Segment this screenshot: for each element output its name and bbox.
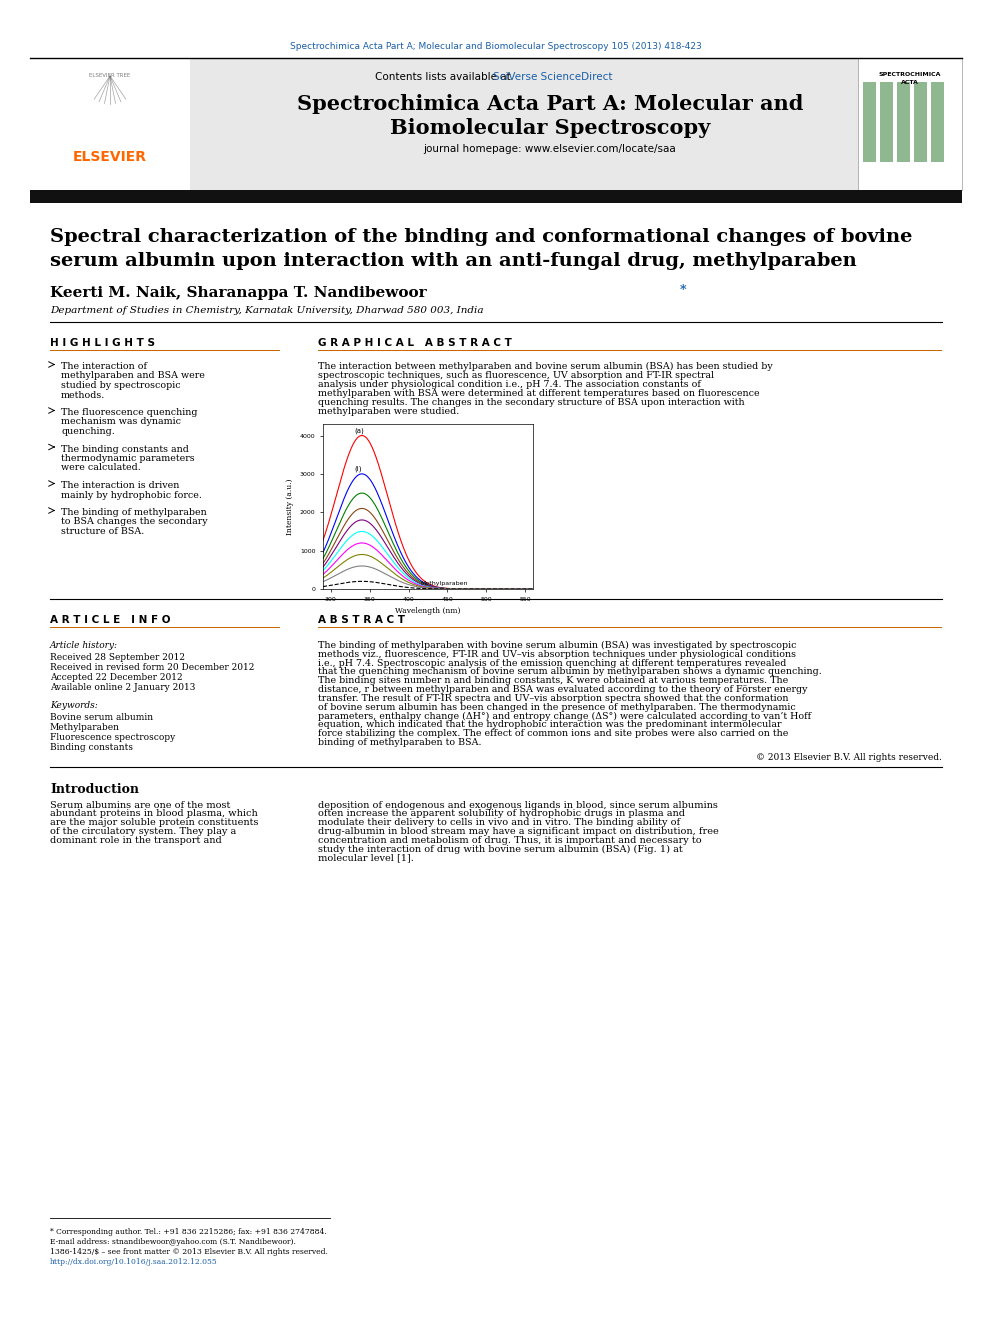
Text: Spectrochimica Acta Part A: Molecular and: Spectrochimica Acta Part A: Molecular an…	[297, 94, 804, 114]
Text: 1386-1425/$ – see front matter © 2013 Elsevier B.V. All rights reserved.: 1386-1425/$ – see front matter © 2013 El…	[50, 1248, 328, 1256]
Text: concentration and metabolism of drug. Thus, it is important and necessary to: concentration and metabolism of drug. Th…	[318, 836, 701, 845]
Text: force stabilizing the complex. The effect of common ions and site probes were al: force stabilizing the complex. The effec…	[318, 729, 789, 738]
Bar	[914, 82, 927, 161]
Text: often increase the apparent solubility of hydrophobic drugs in plasma and: often increase the apparent solubility o…	[318, 810, 685, 819]
Text: studied by spectroscopic: studied by spectroscopic	[61, 381, 181, 390]
Text: The binding of methylparaben: The binding of methylparaben	[61, 508, 206, 517]
Text: © 2013 Elsevier B.V. All rights reserved.: © 2013 Elsevier B.V. All rights reserved…	[756, 753, 942, 762]
Text: The interaction is driven: The interaction is driven	[61, 482, 180, 490]
Text: The binding of methylparaben with bovine serum albumin (BSA) was investigated by: The binding of methylparaben with bovine…	[318, 642, 797, 650]
Bar	[30, 58, 190, 191]
Text: analysis under physiological condition i.e., pH 7.4. The association constants o: analysis under physiological condition i…	[318, 380, 701, 389]
Text: serum albumin upon interaction with an anti-fungal drug, methylparaben: serum albumin upon interaction with an a…	[50, 251, 857, 270]
Text: Keywords:: Keywords:	[50, 701, 98, 710]
Text: distance, r between methylparaben and BSA was evaluated according to the theory : distance, r between methylparaben and BS…	[318, 685, 807, 695]
Text: The binding sites number n and binding constants, K were obtained at various tem: The binding sites number n and binding c…	[318, 676, 789, 685]
Text: methylparaben and BSA were: methylparaben and BSA were	[61, 372, 205, 381]
Text: deposition of endogenous and exogenous ligands in blood, since serum albumins: deposition of endogenous and exogenous l…	[318, 800, 718, 810]
Text: H I G H L I G H T S: H I G H L I G H T S	[50, 337, 155, 348]
Text: methods.: methods.	[61, 390, 105, 400]
Text: (a): (a)	[354, 427, 364, 434]
Text: abundant proteins in blood plasma, which: abundant proteins in blood plasma, which	[50, 810, 258, 819]
Bar	[880, 82, 893, 161]
Text: http://dx.doi.org/10.1016/j.saa.2012.12.055: http://dx.doi.org/10.1016/j.saa.2012.12.…	[50, 1258, 218, 1266]
Text: dominant role in the transport and: dominant role in the transport and	[50, 836, 222, 845]
Text: of the circulatory system. They play a: of the circulatory system. They play a	[50, 827, 236, 836]
Text: i.e., pH 7.4. Spectroscopic analysis of the emission quenching at different temp: i.e., pH 7.4. Spectroscopic analysis of …	[318, 659, 787, 668]
Bar	[318, 349, 942, 351]
Text: Methylparaben: Methylparaben	[50, 722, 120, 732]
Text: methylparaben with BSA were determined at different temperatures based on fluore: methylparaben with BSA were determined a…	[318, 389, 760, 398]
Text: Accepted 22 December 2012: Accepted 22 December 2012	[50, 673, 183, 681]
Text: quenching.: quenching.	[61, 427, 115, 437]
Text: Department of Studies in Chemistry, Karnatak University, Dharwad 580 003, India: Department of Studies in Chemistry, Karn…	[50, 306, 483, 315]
Text: G R A P H I C A L   A B S T R A C T: G R A P H I C A L A B S T R A C T	[318, 337, 512, 348]
Text: mainly by hydrophobic force.: mainly by hydrophobic force.	[61, 491, 202, 500]
Text: The interaction of: The interaction of	[61, 363, 147, 370]
Text: parameters, enthalpy change (ΔH°) and entropy change (ΔS°) were calculated accor: parameters, enthalpy change (ΔH°) and en…	[318, 712, 811, 721]
Text: Methylparaben: Methylparaben	[421, 581, 467, 586]
Text: mechanism was dynamic: mechanism was dynamic	[61, 418, 181, 426]
Bar	[863, 82, 876, 161]
Text: journal homepage: www.elsevier.com/locate/saa: journal homepage: www.elsevier.com/locat…	[424, 144, 677, 153]
Text: methylparaben were studied.: methylparaben were studied.	[318, 407, 459, 415]
Text: to BSA changes the secondary: to BSA changes the secondary	[61, 517, 207, 527]
Bar	[50, 349, 280, 351]
Text: Keerti M. Naik, Sharanappa T. Nandibewoor: Keerti M. Naik, Sharanappa T. Nandibewoo…	[50, 286, 427, 300]
Bar	[50, 627, 280, 628]
Text: were calculated.: were calculated.	[61, 463, 141, 472]
Text: thermodynamic parameters: thermodynamic parameters	[61, 454, 194, 463]
Text: spectroscopic techniques, such as fluorescence, UV absorption and FT-IR spectral: spectroscopic techniques, such as fluore…	[318, 370, 714, 380]
Text: ELSEVIER: ELSEVIER	[73, 149, 147, 164]
Text: Serum albumins are one of the most: Serum albumins are one of the most	[50, 800, 230, 810]
Bar	[897, 82, 910, 161]
Text: Received 28 September 2012: Received 28 September 2012	[50, 654, 185, 662]
Text: modulate their delivery to cells in vivo and in vitro. The binding ability of: modulate their delivery to cells in vivo…	[318, 818, 681, 827]
Text: A B S T R A C T: A B S T R A C T	[318, 615, 405, 624]
Text: of bovine serum albumin has been changed in the presence of methylparaben. The t: of bovine serum albumin has been changed…	[318, 703, 796, 712]
Text: that the quenching mechanism of bovine serum albumin by methylparaben shows a dy: that the quenching mechanism of bovine s…	[318, 667, 821, 676]
Text: Fluorescence spectroscopy: Fluorescence spectroscopy	[50, 733, 176, 742]
Y-axis label: Intensity (a.u.): Intensity (a.u.)	[286, 478, 295, 534]
Text: *: *	[680, 284, 686, 296]
Text: study the interaction of drug with bovine serum albumin (BSA) (Fig. 1) at: study the interaction of drug with bovin…	[318, 844, 682, 853]
Text: binding of methylparaben to BSA.: binding of methylparaben to BSA.	[318, 738, 481, 746]
Text: The interaction between methylparaben and bovine serum albumin (BSA) has been st: The interaction between methylparaben an…	[318, 363, 773, 372]
Text: Spectral characterization of the binding and conformational changes of bovine: Spectral characterization of the binding…	[50, 228, 913, 246]
X-axis label: Wavelength (nm): Wavelength (nm)	[395, 607, 460, 615]
Text: E-mail address: stnandibewoor@yahoo.com (S.T. Nandibewoor).: E-mail address: stnandibewoor@yahoo.com …	[50, 1238, 296, 1246]
Text: The binding constants and: The binding constants and	[61, 445, 188, 454]
Bar	[931, 82, 944, 161]
Text: * Corresponding author. Tel.: +91 836 2215286; fax: +91 836 2747884.: * Corresponding author. Tel.: +91 836 22…	[50, 1228, 326, 1236]
Text: Spectrochimica Acta Part A; Molecular and Biomolecular Spectroscopy 105 (2013) 4: Spectrochimica Acta Part A; Molecular an…	[290, 42, 702, 52]
Text: Article history:: Article history:	[50, 642, 118, 650]
Text: molecular level [1].: molecular level [1].	[318, 853, 414, 863]
Text: Bovine serum albumin: Bovine serum albumin	[50, 713, 153, 722]
Text: methods viz., fluorescence, FT-IR and UV–vis absorption techniques under physiol: methods viz., fluorescence, FT-IR and UV…	[318, 650, 796, 659]
Bar	[30, 58, 962, 191]
Text: structure of BSA.: structure of BSA.	[61, 527, 144, 536]
Text: quenching results. The changes in the secondary structure of BSA upon interactio: quenching results. The changes in the se…	[318, 398, 745, 407]
Text: SciVerse ScienceDirect: SciVerse ScienceDirect	[493, 71, 612, 82]
Text: are the major soluble protein constituents: are the major soluble protein constituen…	[50, 818, 259, 827]
Text: ACTA: ACTA	[901, 79, 919, 85]
Text: Available online 2 January 2013: Available online 2 January 2013	[50, 683, 195, 692]
Text: The fluorescence quenching: The fluorescence quenching	[61, 407, 197, 417]
Text: equation, which indicated that the hydrophobic interaction was the predominant i: equation, which indicated that the hydro…	[318, 720, 782, 729]
Text: ELSEVIER TREE: ELSEVIER TREE	[89, 73, 131, 78]
Bar	[318, 627, 942, 628]
Text: drug-albumin in blood stream may have a significant impact on distribution, free: drug-albumin in blood stream may have a …	[318, 827, 719, 836]
Bar	[858, 58, 962, 191]
Text: Contents lists available at: Contents lists available at	[375, 71, 514, 82]
Text: Biomolecular Spectroscopy: Biomolecular Spectroscopy	[390, 118, 710, 138]
Text: A R T I C L E   I N F O: A R T I C L E I N F O	[50, 615, 171, 624]
Text: Binding constants: Binding constants	[50, 744, 133, 751]
Text: transfer. The result of FT-IR spectra and UV–vis absorption spectra showed that : transfer. The result of FT-IR spectra an…	[318, 693, 789, 703]
Text: (i): (i)	[354, 466, 362, 472]
Text: SPECTROCHIMICA: SPECTROCHIMICA	[879, 71, 941, 77]
Text: Received in revised form 20 December 2012: Received in revised form 20 December 201…	[50, 663, 254, 672]
Text: Introduction: Introduction	[50, 783, 139, 795]
Bar	[30, 191, 962, 202]
